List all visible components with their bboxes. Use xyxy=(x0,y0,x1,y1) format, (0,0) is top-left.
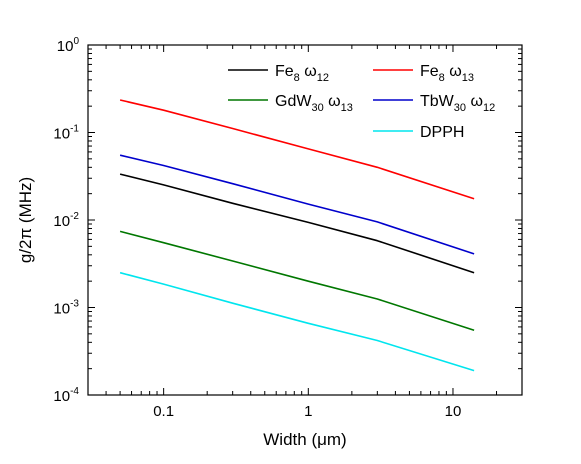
x-tick-label: 1 xyxy=(304,403,312,420)
series-line xyxy=(119,173,475,274)
x-tick-label: 0.1 xyxy=(153,403,174,420)
legend: Fe8 ω12 Fe8 ω13 GdW30 ω13 TbW30 ω12 DPPH xyxy=(228,63,495,141)
x-axis-label: Width (μm) xyxy=(263,430,346,449)
series-line xyxy=(119,154,475,255)
legend-label: Fe8 ω12 xyxy=(275,63,329,84)
axis-ticks xyxy=(87,44,523,396)
x-tick-labels: 0.1 1 10 xyxy=(153,403,461,420)
y-tick-labels: 100 10-1 10-2 10-3 10-4 xyxy=(53,36,79,405)
series-lines xyxy=(119,99,475,372)
y-axis-label: g/2π (MHz) xyxy=(16,177,35,263)
y-tick-label: 10-3 xyxy=(53,299,79,318)
y-tick-label: 100 xyxy=(57,36,80,55)
x-tick-label: 10 xyxy=(445,403,462,420)
y-tick-label: 10-1 xyxy=(53,124,79,143)
series-line xyxy=(119,99,475,200)
legend-label: GdW30 ω13 xyxy=(275,93,353,114)
legend-label: TbW30 ω12 xyxy=(420,93,495,114)
y-tick-label: 10-2 xyxy=(53,211,79,230)
legend-label: DPPH xyxy=(420,124,464,141)
y-tick-label: 10-4 xyxy=(53,386,79,405)
legend-label: Fe8 ω13 xyxy=(420,63,474,84)
series-line xyxy=(119,271,475,372)
series-line xyxy=(119,230,475,331)
